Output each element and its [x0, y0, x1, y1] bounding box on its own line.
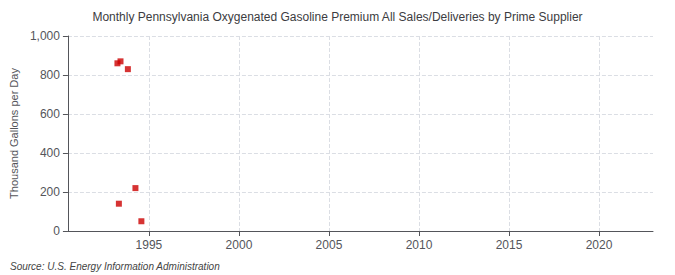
svg-text:0: 0 — [53, 224, 60, 238]
svg-text:2020: 2020 — [586, 238, 613, 252]
svg-text:600: 600 — [40, 107, 60, 121]
svg-text:200: 200 — [40, 185, 60, 199]
svg-text:400: 400 — [40, 146, 60, 160]
svg-text:Monthly Pennsylvania Oxygenate: Monthly Pennsylvania Oxygenated Gasoline… — [92, 10, 582, 24]
svg-text:2005: 2005 — [316, 238, 343, 252]
svg-text:1,000: 1,000 — [30, 29, 60, 43]
svg-text:2010: 2010 — [406, 238, 433, 252]
svg-text:2015: 2015 — [496, 238, 523, 252]
svg-text:Source: U.S. Energy Informatio: Source: U.S. Energy Information Administ… — [10, 261, 220, 272]
svg-text:2000: 2000 — [226, 238, 253, 252]
svg-text:Thousand Gallons per Day: Thousand Gallons per Day — [8, 68, 20, 199]
svg-text:1995: 1995 — [136, 238, 163, 252]
svg-text:800: 800 — [40, 68, 60, 82]
